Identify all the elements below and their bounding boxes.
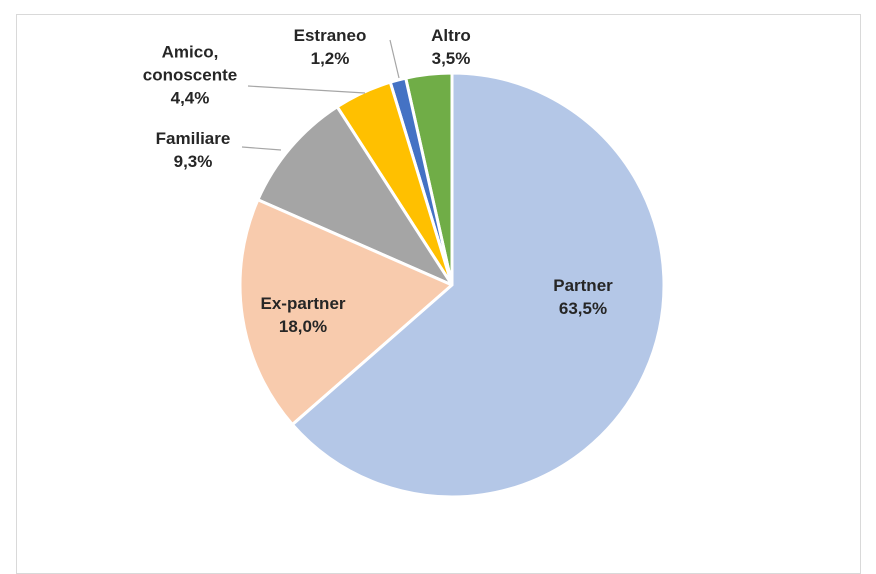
- category-label: Altro: [431, 26, 471, 45]
- category-label: Ex-partner: [260, 294, 346, 313]
- value-label: 3,5%: [431, 49, 471, 68]
- pie-slice: [238, 197, 455, 427]
- slice-label: Estraneo 1,2%: [270, 24, 390, 70]
- category-label: Amico, conoscente: [142, 42, 238, 85]
- slice-label: Familiare 9,3%: [133, 127, 253, 173]
- slice-label: Amico, conoscente 4,4%: [135, 41, 245, 110]
- slice-label: Ex-partner 18,0%: [243, 292, 363, 338]
- category-label: Estraneo: [293, 26, 367, 45]
- category-label: Partner: [553, 276, 613, 295]
- slice-label: Partner 63,5%: [523, 274, 643, 320]
- value-label: 18,0%: [278, 317, 328, 336]
- slice-label: Altro 3,5%: [391, 24, 511, 70]
- pie-area: [238, 39, 666, 499]
- value-label: 4,4%: [170, 88, 210, 108]
- chart: Partner 63,5% Ex-partner 18,0% Familiare 9,3%…: [16, 14, 861, 574]
- pie-slice: [290, 71, 666, 499]
- pie-slice: [255, 104, 456, 289]
- leader-line: [389, 39, 400, 79]
- leader-line: [241, 146, 282, 151]
- leader-line: [247, 85, 366, 94]
- value-label: 63,5%: [558, 299, 608, 318]
- value-label: 9,3%: [173, 152, 213, 171]
- leader-lines: [241, 39, 400, 151]
- value-label: 1,2%: [310, 49, 350, 68]
- category-label: Familiare: [155, 129, 231, 148]
